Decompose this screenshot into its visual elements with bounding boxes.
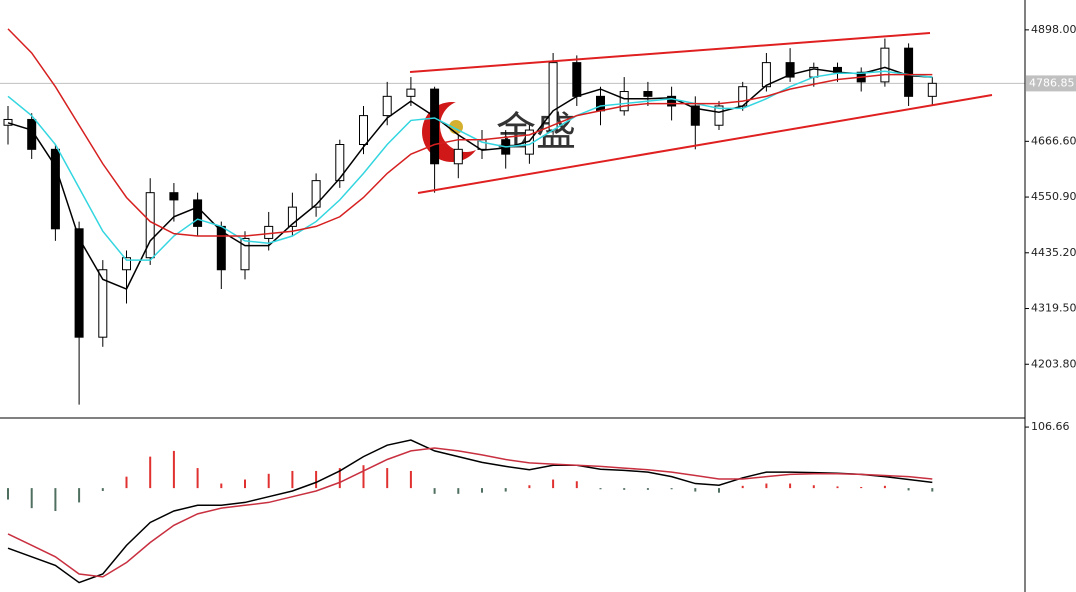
candle-body [287,206,297,227]
candle-body [50,148,60,230]
moving-average [7,28,933,237]
candle-body [927,82,937,97]
candle-body [430,88,440,165]
y-tick-label: 4203.80 [1031,357,1076,370]
candle-body [74,228,84,338]
candle-body [359,115,368,146]
candle-body [98,269,108,338]
y-tick-label: 4435.20 [1031,246,1076,259]
macd-line [7,439,933,584]
candle-body [169,192,179,201]
candle-body [619,91,629,112]
candle-body [880,47,890,83]
candle-body [572,62,582,97]
candle-body [596,95,605,112]
candle-body [382,95,392,117]
candle-body [667,95,677,107]
candle-body [643,91,653,97]
candle-body [240,237,250,271]
candle-body [122,257,131,271]
current-price-box [1026,75,1076,92]
trend-line [409,32,931,73]
y-tick-label: 4550.90 [1031,190,1076,203]
candle-body [406,88,416,97]
candle-body [335,144,345,182]
candle-body [311,180,321,208]
candle-body [785,62,795,78]
candle-body [453,148,463,165]
candle-body [690,105,700,126]
candle-body [193,199,203,227]
candle-body [714,105,724,126]
candle-body [548,62,558,131]
current-price-label: 4786.85 [1029,76,1075,89]
trend-line [417,94,993,194]
candle-body [904,47,914,97]
moving-average [7,66,933,290]
y-tick-label: 4898.00 [1031,23,1076,36]
macd-line [7,447,933,578]
y-tick-label: 4319.50 [1031,302,1076,315]
candle-body [27,118,37,150]
y-tick-label: 4666.60 [1031,134,1076,147]
candle-body [761,62,771,88]
y-tick-label: 106.66 [1031,420,1070,433]
candle-body [3,118,13,126]
candle-body [145,192,155,259]
candle-body [264,225,274,239]
